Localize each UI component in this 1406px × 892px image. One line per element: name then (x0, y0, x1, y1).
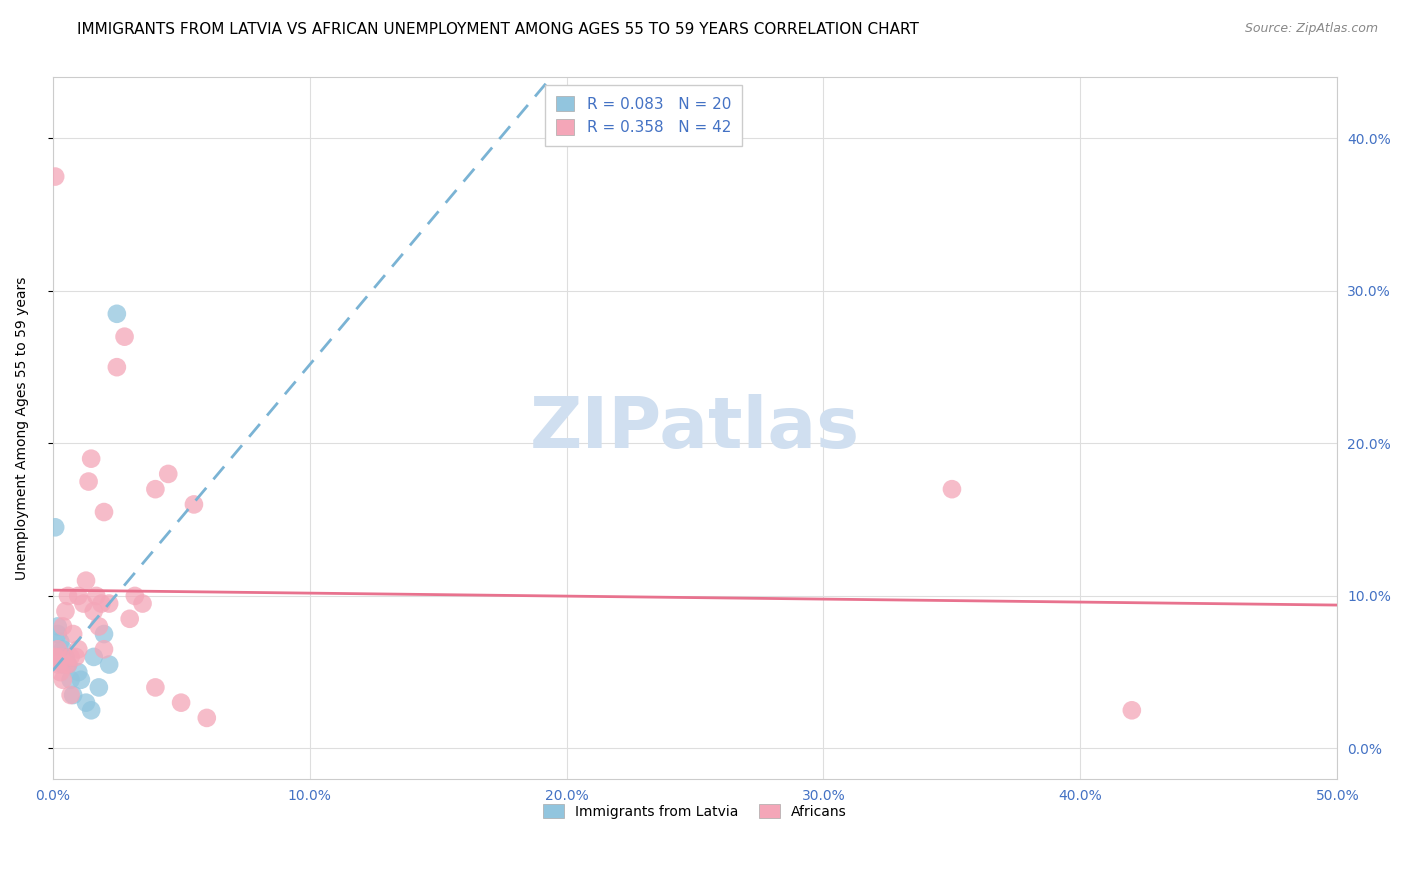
Text: ZIPatlas: ZIPatlas (530, 393, 860, 463)
Point (114, 329, 136, 343)
Point (84, 589, 107, 603)
Point (145, 482, 167, 496)
Point (941, 482, 963, 496)
Point (75, 574, 97, 588)
Point (67, 589, 90, 603)
Point (67, 665, 90, 680)
Point (62, 688, 84, 702)
Point (59, 688, 82, 702)
Point (93, 505, 115, 519)
Point (72, 597, 94, 611)
Point (56, 657, 79, 672)
Point (83, 649, 105, 664)
Point (90, 597, 112, 611)
Point (55, 604, 77, 618)
Point (55, 657, 77, 672)
Point (56, 589, 79, 603)
Point (105, 307, 128, 321)
Point (52, 619, 75, 633)
Point (62, 627, 84, 641)
Point (93, 642, 115, 657)
Point (49, 665, 72, 680)
Point (124, 589, 146, 603)
Point (59, 673, 82, 687)
Point (56, 657, 79, 672)
Point (157, 467, 180, 481)
Point (87, 681, 110, 695)
Point (118, 612, 141, 626)
Point (77, 475, 100, 489)
Point (52, 642, 75, 657)
Point (67, 642, 90, 657)
Point (44, 520, 66, 534)
Point (44, 169, 66, 184)
Point (93, 627, 115, 641)
Point (83, 604, 105, 618)
Point (49, 649, 72, 664)
Point (105, 360, 128, 375)
Point (44, 649, 66, 664)
Point (52, 657, 75, 672)
Point (46, 642, 69, 657)
Point (1121, 703, 1143, 717)
Point (87, 619, 110, 633)
Point (80, 451, 103, 466)
Y-axis label: Unemployment Among Ages 55 to 59 years: Unemployment Among Ages 55 to 59 years (15, 277, 30, 580)
Point (46, 657, 69, 672)
Point (145, 681, 167, 695)
Point (98, 657, 121, 672)
Point (170, 696, 193, 710)
Point (52, 673, 75, 687)
Legend: Immigrants from Latvia, Africans: Immigrants from Latvia, Africans (537, 798, 852, 824)
Point (75, 696, 97, 710)
Point (46, 627, 69, 641)
Point (46, 619, 69, 633)
Point (195, 711, 218, 725)
Point (59, 649, 82, 664)
Point (49, 649, 72, 664)
Text: IMMIGRANTS FROM LATVIA VS AFRICAN UNEMPLOYMENT AMONG AGES 55 TO 59 YEARS CORRELA: IMMIGRANTS FROM LATVIA VS AFRICAN UNEMPL… (77, 22, 920, 37)
Point (65, 649, 87, 664)
Point (80, 703, 103, 717)
Point (70, 673, 93, 687)
Text: Source: ZipAtlas.com: Source: ZipAtlas.com (1244, 22, 1378, 36)
Point (131, 597, 153, 611)
Point (98, 597, 121, 611)
Point (183, 497, 205, 511)
Point (55, 649, 77, 664)
Point (49, 634, 72, 648)
